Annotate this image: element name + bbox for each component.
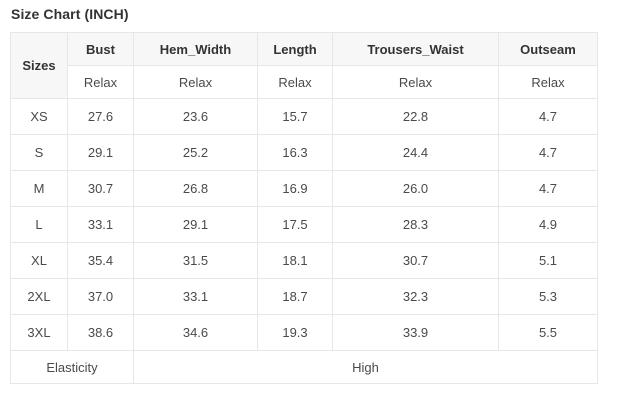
size-label: M: [10, 170, 68, 207]
cell-length: 16.3: [257, 134, 333, 171]
table-header: Sizes Bust Hem_Width Length Trousers_Wai…: [10, 32, 598, 99]
col-header-hem-width: Hem_Width: [133, 32, 258, 66]
cell-bust: 27.6: [67, 98, 134, 135]
cell-trousers-waist: 28.3: [332, 206, 499, 243]
cell-bust: 30.7: [67, 170, 134, 207]
subheader-trousers-waist-relax: Relax: [332, 65, 499, 99]
subheader-hem-width-relax: Relax: [133, 65, 258, 99]
cell-trousers-waist: 33.9: [332, 314, 499, 351]
table-row-2xl: 2XL 37.0 33.1 18.7 32.3 5.3: [10, 278, 598, 315]
table-row-l: L 33.1 29.1 17.5 28.3 4.9: [10, 206, 598, 243]
cell-trousers-waist: 24.4: [332, 134, 499, 171]
cell-trousers-waist: 32.3: [332, 278, 499, 315]
elasticity-value: High: [133, 350, 598, 384]
col-header-bust: Bust: [67, 32, 134, 66]
col-header-length: Length: [257, 32, 333, 66]
cell-length: 15.7: [257, 98, 333, 135]
cell-hem-width: 26.8: [133, 170, 258, 207]
cell-length: 17.5: [257, 206, 333, 243]
subheader-outseam-relax: Relax: [498, 65, 598, 99]
cell-length: 16.9: [257, 170, 333, 207]
size-label: XL: [10, 242, 68, 279]
cell-bust: 33.1: [67, 206, 134, 243]
table-body: XS 27.6 23.6 15.7 22.8 4.7 S 29.1 25.2 1…: [10, 98, 598, 384]
col-header-trousers-waist: Trousers_Waist: [332, 32, 499, 66]
cell-bust: 29.1: [67, 134, 134, 171]
cell-length: 19.3: [257, 314, 333, 351]
size-label: L: [10, 206, 68, 243]
cell-outseam: 5.1: [498, 242, 598, 279]
size-chart-table: Sizes Bust Hem_Width Length Trousers_Wai…: [10, 32, 598, 384]
cell-hem-width: 23.6: [133, 98, 258, 135]
cell-bust: 38.6: [67, 314, 134, 351]
elasticity-row: Elasticity High: [10, 350, 598, 384]
fit-subheader-row: Relax Relax Relax Relax Relax: [11, 65, 598, 99]
cell-hem-width: 31.5: [133, 242, 258, 279]
cell-length: 18.7: [257, 278, 333, 315]
elasticity-label: Elasticity: [10, 350, 134, 384]
cell-hem-width: 33.1: [133, 278, 258, 315]
table-row-s: S 29.1 25.2 16.3 24.4 4.7: [10, 134, 598, 171]
size-label: 3XL: [10, 314, 68, 351]
table-row-xs: XS 27.6 23.6 15.7 22.8 4.7: [10, 98, 598, 135]
cell-bust: 35.4: [67, 242, 134, 279]
cell-bust: 37.0: [67, 278, 134, 315]
cell-outseam: 4.7: [498, 98, 598, 135]
cell-length: 18.1: [257, 242, 333, 279]
size-label: 2XL: [10, 278, 68, 315]
cell-trousers-waist: 22.8: [332, 98, 499, 135]
cell-hem-width: 34.6: [133, 314, 258, 351]
cell-outseam: 4.9: [498, 206, 598, 243]
subheader-bust-relax: Relax: [67, 65, 134, 99]
cell-hem-width: 25.2: [133, 134, 258, 171]
subheader-length-relax: Relax: [257, 65, 333, 99]
cell-outseam: 5.5: [498, 314, 598, 351]
cell-outseam: 4.7: [498, 134, 598, 171]
table-row-3xl: 3XL 38.6 34.6 19.3 33.9 5.5: [10, 314, 598, 351]
size-label: S: [10, 134, 68, 171]
col-header-outseam: Outseam: [498, 32, 598, 66]
page-title: Size Chart (INCH): [11, 6, 129, 22]
cell-outseam: 5.3: [498, 278, 598, 315]
table-row-xl: XL 35.4 31.5 18.1 30.7 5.1: [10, 242, 598, 279]
cell-trousers-waist: 26.0: [332, 170, 499, 207]
size-label: XS: [10, 98, 68, 135]
cell-hem-width: 29.1: [133, 206, 258, 243]
table-row-m: M 30.7 26.8 16.9 26.0 4.7: [10, 170, 598, 207]
cell-trousers-waist: 30.7: [332, 242, 499, 279]
cell-outseam: 4.7: [498, 170, 598, 207]
measure-header-row: Sizes Bust Hem_Width Length Trousers_Wai…: [10, 32, 598, 99]
col-header-sizes: Sizes: [10, 32, 68, 99]
